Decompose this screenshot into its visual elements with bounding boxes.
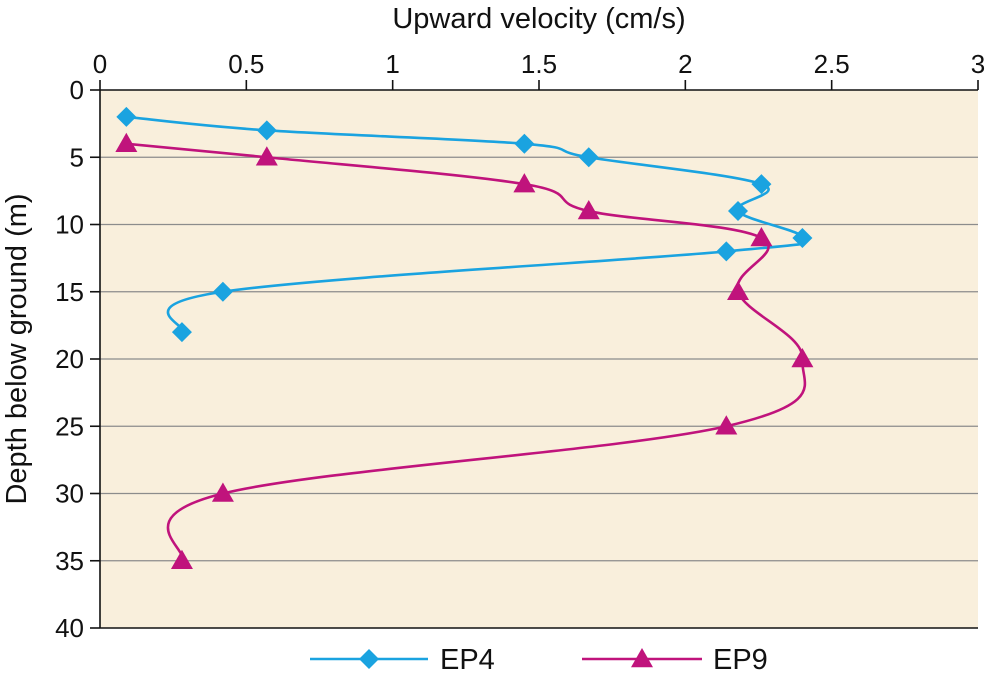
y-tick-label: 15 — [55, 277, 84, 307]
x-tick-label: 3 — [971, 49, 985, 79]
legend-item-ep4: EP4 — [310, 644, 495, 676]
y-tick-label: 40 — [55, 613, 84, 643]
series-line — [126, 142, 807, 562]
gridlines — [100, 156, 978, 562]
triangle-point — [170, 549, 193, 569]
x-axis-title: Upward velocity (cm/s) — [392, 3, 685, 35]
series-ep4 — [116, 106, 813, 343]
diamond-point — [728, 201, 749, 222]
series-line — [126, 115, 807, 334]
triangle-point — [255, 146, 278, 166]
diamond-point — [792, 227, 813, 248]
y-tick-label: 20 — [55, 344, 84, 374]
diamond-point — [751, 174, 772, 195]
diamond-point — [716, 241, 737, 262]
triangle-point — [791, 348, 814, 368]
y-tick-label: 35 — [55, 546, 84, 576]
triangle-point — [577, 200, 600, 220]
x-tick-label: 0 — [93, 49, 107, 79]
y-tick-label: 10 — [55, 210, 84, 240]
diamond-point — [256, 120, 277, 141]
y-axis-ticks: 0 5 10 15 20 25 30 35 40 — [55, 75, 100, 643]
triangle-point — [211, 482, 234, 502]
legend-marker — [359, 649, 379, 669]
legend-label: EP9 — [713, 644, 768, 676]
series-layer — [115, 106, 814, 569]
y-axis-title: Depth below ground (m) — [1, 193, 33, 504]
legend-item-ep9: EP9 — [582, 644, 768, 676]
x-tick-label: 2.5 — [814, 49, 850, 79]
x-tick-label: 0.5 — [228, 49, 264, 79]
diamond-point — [116, 106, 137, 127]
triangle-point — [750, 226, 773, 247]
triangle-point — [727, 280, 750, 300]
y-tick-label: 25 — [55, 411, 84, 441]
diamond-point — [212, 281, 233, 302]
legend-label: EP4 — [440, 644, 495, 676]
series-ep9 — [115, 132, 814, 569]
legend-marker — [631, 648, 653, 668]
diamond-point — [578, 147, 599, 168]
x-tick-label: 1.5 — [521, 49, 557, 79]
triangle-point — [513, 173, 536, 193]
y-tick-label: 0 — [70, 75, 84, 105]
y-tick-label: 30 — [55, 479, 84, 509]
diamond-point — [171, 322, 192, 343]
y-tick-label: 5 — [70, 142, 84, 172]
x-tick-label: 2 — [678, 49, 692, 79]
diamond-point — [514, 133, 535, 154]
triangle-point — [715, 415, 738, 435]
triangle-point — [115, 132, 138, 153]
x-tick-label: 1 — [385, 49, 399, 79]
x-axis-ticks: 0 0.5 1 1.5 2 2.5 3 — [93, 49, 985, 90]
legend: EP4 EP9 — [310, 644, 768, 676]
